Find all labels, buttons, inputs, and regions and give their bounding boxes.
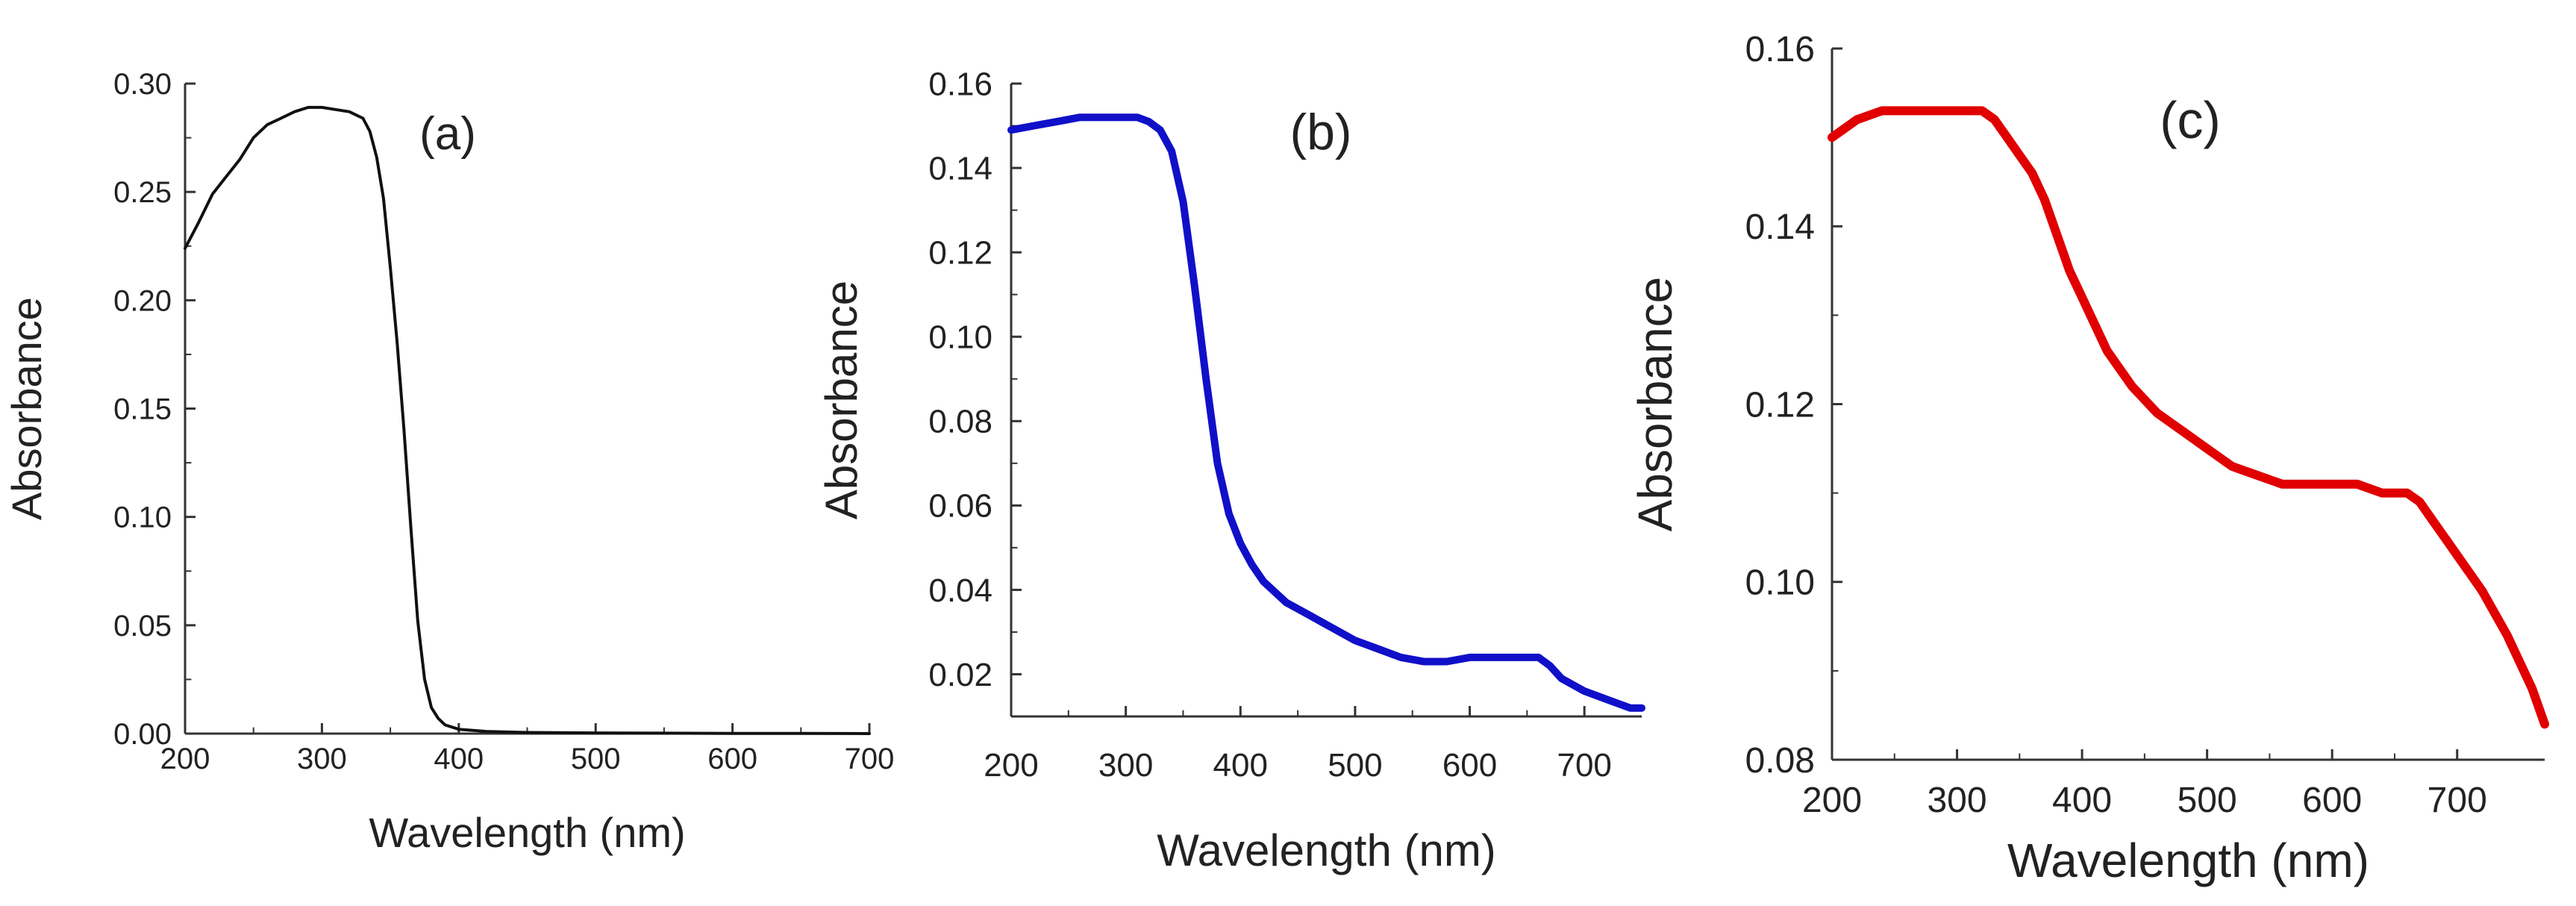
x-tick-label: 700 <box>1557 747 1611 784</box>
y-tick-label: 0.10 <box>928 319 992 356</box>
x-tick-label: 400 <box>434 743 484 775</box>
y-tick-label: 0.06 <box>928 488 992 525</box>
y-tick-label: 0.12 <box>1745 385 1815 425</box>
x-tick-label: 600 <box>707 743 757 775</box>
chart-panel-c: 200 300 400 500 600 700 0.08 0.10 0.12 0.14 0.16 Wa… <box>1628 30 2549 887</box>
panel-label: (a) <box>419 108 476 160</box>
y-axis-title: Absorbance <box>1628 277 1682 532</box>
y-axis-title: Absorbance <box>3 297 50 520</box>
x-tick-label: 300 <box>297 743 347 775</box>
x-axis-title: Wavelength (nm) <box>369 809 685 856</box>
x-tick-label: 500 <box>571 743 621 775</box>
series-line-b <box>1007 113 1645 712</box>
y-tick-label: 0.20 <box>113 284 172 317</box>
y-tick-label: 0.15 <box>113 393 172 426</box>
x-axis-title: Wavelength (nm) <box>1157 825 1496 875</box>
x-tick-label: 600 <box>2302 781 2362 820</box>
x-axis-title: Wavelength (nm) <box>2007 834 2369 887</box>
y-tick-label: 0.14 <box>1745 207 1815 247</box>
x-tick-label: 700 <box>845 743 895 775</box>
y-axis-title: Absorbance <box>816 281 866 519</box>
y-tick-label: 0.08 <box>928 404 992 440</box>
y-tick-label: 0.30 <box>113 68 172 101</box>
y-tick-label: 0.04 <box>928 572 992 609</box>
y-tick-label: 0.10 <box>113 502 172 534</box>
y-tick-label: 0.00 <box>113 718 172 751</box>
series-line-a <box>184 105 871 735</box>
chart-panel-b: 200 300 400 500 600 700 0.02 0.04 0.06 0.08 0.10 0.… <box>816 66 1645 875</box>
y-tick-label: 0.02 <box>928 657 992 693</box>
chart-panel-a: 200 300 400 500 600 700 0.00 0.05 0.10 0.15 0.20 0.… <box>3 68 894 856</box>
y-tick-label: 0.16 <box>928 66 992 102</box>
x-tick-label: 500 <box>1328 747 1382 784</box>
y-tick-label: 0.10 <box>1745 563 1815 603</box>
y-tick-label: 0.08 <box>1745 741 1815 781</box>
x-tick-label: 300 <box>1927 781 1986 820</box>
x-tick-label: 400 <box>2052 781 2112 820</box>
y-tick-label: 0.16 <box>1745 30 1815 69</box>
x-tick-label: 200 <box>984 747 1038 784</box>
x-tick-label: 700 <box>2427 781 2487 820</box>
y-tick-label: 0.05 <box>113 610 172 643</box>
x-tick-label: 500 <box>2178 781 2237 820</box>
panel-label: (b) <box>1289 104 1351 160</box>
series-line-c <box>1828 106 2549 729</box>
x-tick-label: 200 <box>1802 781 1862 820</box>
y-tick-label: 0.25 <box>113 176 172 209</box>
x-tick-label: 600 <box>1442 747 1497 784</box>
x-tick-label: 400 <box>1213 747 1268 784</box>
y-tick-label: 0.14 <box>928 150 992 187</box>
x-tick-label: 200 <box>160 743 210 775</box>
x-tick-label: 300 <box>1098 747 1153 784</box>
panel-label: (c) <box>2160 91 2221 149</box>
y-tick-label: 0.12 <box>928 235 992 272</box>
